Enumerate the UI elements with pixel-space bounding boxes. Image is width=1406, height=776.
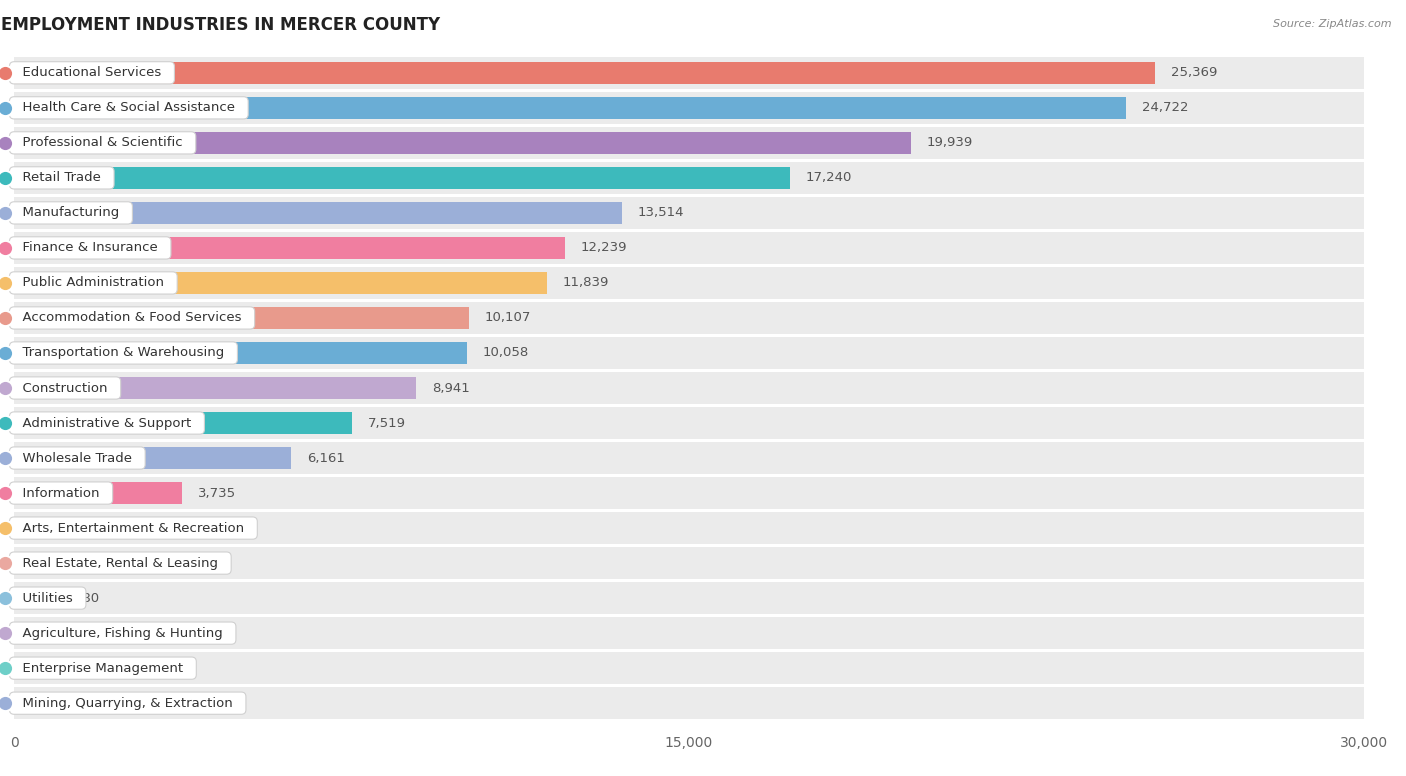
Text: Wholesale Trade: Wholesale Trade bbox=[14, 452, 141, 465]
Text: 3,735: 3,735 bbox=[198, 487, 236, 500]
Bar bbox=[14, 412, 353, 434]
Text: 980: 980 bbox=[75, 591, 98, 605]
Bar bbox=[14, 477, 1364, 509]
Text: 12,239: 12,239 bbox=[581, 241, 627, 255]
Bar bbox=[14, 587, 58, 609]
Bar bbox=[14, 482, 183, 504]
Bar bbox=[14, 622, 38, 644]
Text: Real Estate, Rental & Leasing: Real Estate, Rental & Leasing bbox=[14, 556, 226, 570]
Bar bbox=[14, 197, 1364, 229]
Text: Manufacturing: Manufacturing bbox=[14, 206, 128, 220]
Bar bbox=[14, 167, 790, 189]
Text: 8,941: 8,941 bbox=[432, 382, 470, 394]
Bar bbox=[14, 132, 911, 154]
Text: Health Care & Social Assistance: Health Care & Social Assistance bbox=[14, 102, 243, 114]
Bar bbox=[14, 62, 1156, 84]
Text: Information: Information bbox=[14, 487, 108, 500]
Bar bbox=[14, 688, 1364, 719]
Text: 25,369: 25,369 bbox=[1171, 66, 1218, 79]
Text: 6,161: 6,161 bbox=[307, 452, 344, 465]
Text: Transportation & Warehousing: Transportation & Warehousing bbox=[14, 346, 233, 359]
Bar bbox=[14, 202, 621, 223]
Bar bbox=[14, 338, 1364, 369]
Text: 19,939: 19,939 bbox=[927, 137, 973, 149]
Bar bbox=[14, 92, 1364, 123]
Bar bbox=[14, 97, 1126, 119]
Text: Professional & Scientific: Professional & Scientific bbox=[14, 137, 191, 149]
Bar bbox=[14, 547, 1364, 579]
Text: Retail Trade: Retail Trade bbox=[14, 171, 110, 185]
Bar bbox=[14, 342, 467, 364]
Bar bbox=[14, 267, 1364, 299]
Bar bbox=[14, 377, 416, 399]
Text: 17,240: 17,240 bbox=[806, 171, 852, 185]
Text: Source: ZipAtlas.com: Source: ZipAtlas.com bbox=[1274, 19, 1392, 29]
Text: Educational Services: Educational Services bbox=[14, 66, 170, 79]
Bar bbox=[14, 657, 28, 679]
Bar bbox=[14, 302, 1364, 334]
Bar bbox=[14, 447, 291, 469]
Text: Arts, Entertainment & Recreation: Arts, Entertainment & Recreation bbox=[14, 521, 253, 535]
Bar bbox=[14, 692, 15, 714]
Bar bbox=[14, 57, 1364, 88]
Text: Public Administration: Public Administration bbox=[14, 276, 173, 289]
Bar bbox=[14, 653, 1364, 684]
Bar bbox=[14, 307, 468, 329]
Bar bbox=[14, 272, 547, 294]
Text: 10,107: 10,107 bbox=[485, 311, 531, 324]
Bar bbox=[14, 618, 1364, 649]
Text: 11,839: 11,839 bbox=[562, 276, 609, 289]
Bar bbox=[14, 553, 117, 574]
Bar bbox=[14, 162, 1364, 194]
Text: 13,514: 13,514 bbox=[638, 206, 685, 220]
Text: EMPLOYMENT INDUSTRIES IN MERCER COUNTY: EMPLOYMENT INDUSTRIES IN MERCER COUNTY bbox=[0, 16, 440, 34]
Bar bbox=[14, 232, 1364, 264]
Bar bbox=[14, 512, 1364, 544]
Text: 319: 319 bbox=[44, 662, 69, 674]
Text: 10,058: 10,058 bbox=[482, 346, 529, 359]
Bar bbox=[14, 127, 1364, 158]
Bar bbox=[14, 442, 1364, 474]
Text: Administrative & Support: Administrative & Support bbox=[14, 417, 200, 430]
Text: 41: 41 bbox=[32, 697, 49, 710]
Bar bbox=[14, 518, 179, 539]
Text: Agriculture, Fishing & Hunting: Agriculture, Fishing & Hunting bbox=[14, 627, 232, 639]
Bar bbox=[14, 582, 1364, 614]
Text: 3,643: 3,643 bbox=[194, 521, 232, 535]
Bar bbox=[14, 372, 1364, 404]
Text: 7,519: 7,519 bbox=[368, 417, 406, 430]
Bar bbox=[14, 407, 1364, 438]
Text: Utilities: Utilities bbox=[14, 591, 82, 605]
Text: 2,292: 2,292 bbox=[134, 556, 172, 570]
Text: Mining, Quarrying, & Extraction: Mining, Quarrying, & Extraction bbox=[14, 697, 242, 710]
Text: 539: 539 bbox=[53, 627, 79, 639]
Text: Construction: Construction bbox=[14, 382, 117, 394]
Text: Enterprise Management: Enterprise Management bbox=[14, 662, 191, 674]
Bar bbox=[14, 237, 565, 258]
Text: Accommodation & Food Services: Accommodation & Food Services bbox=[14, 311, 250, 324]
Text: 24,722: 24,722 bbox=[1142, 102, 1188, 114]
Text: Finance & Insurance: Finance & Insurance bbox=[14, 241, 166, 255]
